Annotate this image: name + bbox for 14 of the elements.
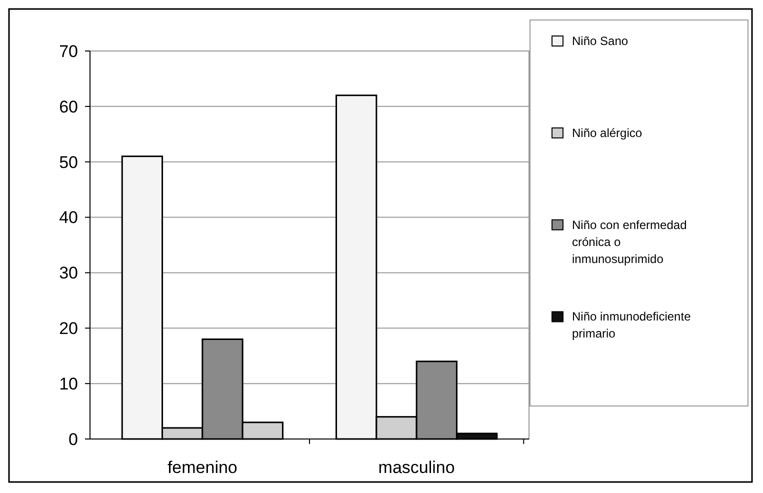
y-tick-label: 70 (59, 42, 78, 61)
legend-label: Niño Sano (572, 34, 628, 48)
y-tick-label: 0 (68, 430, 78, 449)
y-tick-label: 10 (59, 374, 78, 394)
y-tick-label: 50 (59, 152, 78, 172)
y-tick-label: 60 (59, 97, 78, 116)
legend-label: Niño con enfermedad crónica o inmunosuprimido (572, 218, 687, 266)
y-tick-label: 40 (59, 208, 78, 228)
legend-label: Niño alérgico (572, 126, 642, 140)
legend-label: Niño inmunodeficiente primario (572, 310, 692, 341)
y-tick-label: 20 (59, 319, 78, 338)
x-tick-label: masculino (378, 458, 455, 477)
x-tick-label: femenino (167, 458, 238, 477)
y-tick-label: 30 (59, 264, 78, 283)
